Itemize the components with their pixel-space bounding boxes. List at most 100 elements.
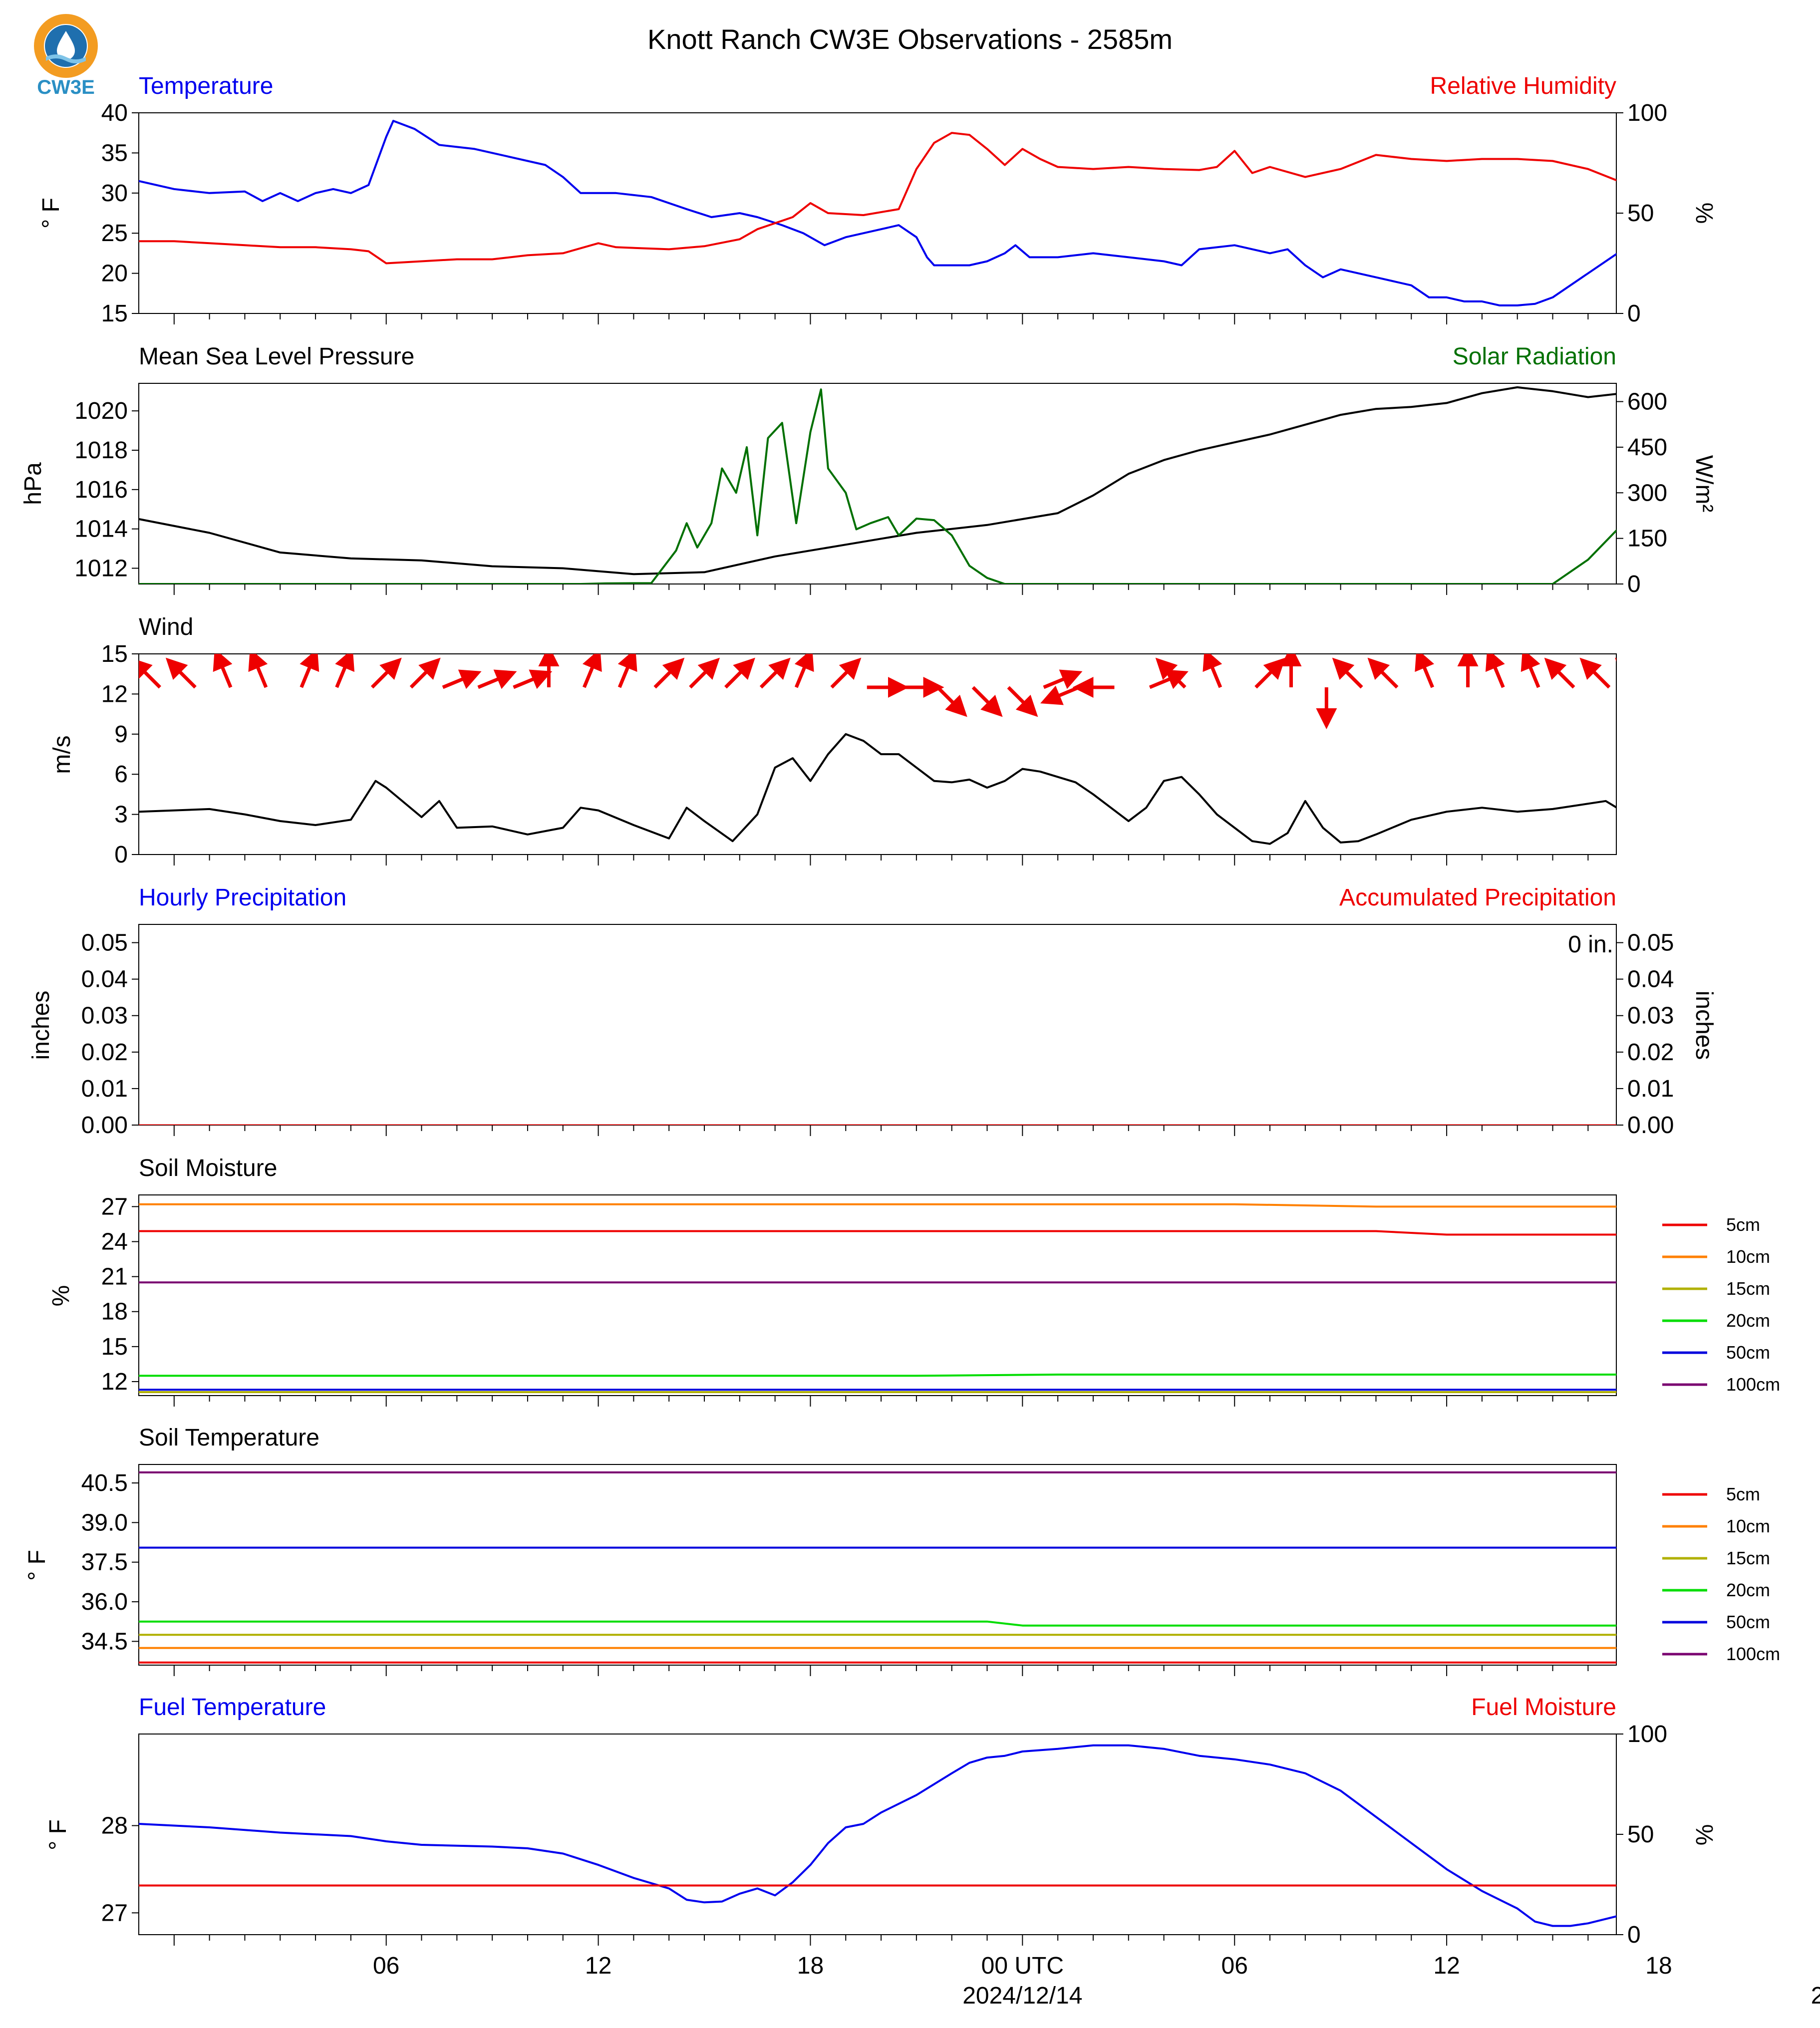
fuel-temp-y-unit: ° F <box>45 1819 71 1850</box>
wind-arrow <box>936 686 967 717</box>
wind-arrow <box>1043 669 1083 689</box>
panel-soil_temp: 34.5 36.0 37.5 39.0 40.5 5cm 10cm 15cm 20cm 50cm 1… <box>81 1464 1780 1676</box>
wind-arrow <box>759 657 791 689</box>
wind-arrow <box>477 669 517 689</box>
series-group <box>139 654 1786 845</box>
y-tick-label: 9 <box>114 721 128 748</box>
plot-frame <box>138 1194 1617 1396</box>
series-line-fuel-temperature <box>139 1744 1616 1927</box>
legend-label: 10cm <box>1726 1246 1770 1267</box>
water-drop-icon <box>57 31 75 60</box>
panel-temp_rh: 15 20 25 30 35 40 0 50 100 <box>101 100 1667 327</box>
y-tick-label: 18 <box>101 1299 128 1325</box>
temp-y-unit: ° F <box>38 198 64 229</box>
y2-tick-label: 150 <box>1627 526 1667 552</box>
y-tick-label: 25 <box>101 220 128 247</box>
y-tick-label: 20 <box>101 261 128 287</box>
y2-tick-label: 0.00 <box>1627 1112 1674 1139</box>
wind-arrow <box>1332 657 1363 689</box>
y2-tick-label: 0.05 <box>1627 930 1674 956</box>
legend-label: 20cm <box>1726 1310 1770 1331</box>
series-group <box>139 1744 1616 1927</box>
x-tick-label: 12 <box>585 1953 611 1979</box>
legend: 5cm 10cm 15cm 20cm 50cm 100cm <box>1662 1214 1780 1395</box>
soil-moisture-y-unit: % <box>48 1285 74 1307</box>
y-tick-label: 0.03 <box>81 1003 128 1029</box>
hourly-precip-title: Hourly Precipitation <box>139 884 346 911</box>
series-line-solar-radiation <box>139 388 1616 584</box>
plot-frame <box>138 1734 1617 1935</box>
wind-arrow <box>1367 657 1399 689</box>
y-tick-label: 24 <box>101 1228 128 1255</box>
wind-arrow <box>335 654 355 688</box>
wind-arrow <box>513 669 553 689</box>
series-group <box>139 1471 1616 1664</box>
y-tick-label: 27 <box>101 1900 128 1926</box>
y-tick-label: 21 <box>101 1264 128 1290</box>
y-tick-label: 1014 <box>74 516 128 543</box>
y2-tick-label: 0.02 <box>1627 1039 1674 1066</box>
y-tick-label: 0 <box>114 842 128 868</box>
y-tick-label: 12 <box>101 681 128 707</box>
pressure-y-unit: hPa <box>20 462 46 505</box>
legend-label: 5cm <box>1726 1214 1760 1235</box>
y2-tick-label: 100 <box>1627 100 1667 126</box>
legend-label: 20cm <box>1726 1580 1770 1600</box>
y-tick-label: 3 <box>114 802 128 828</box>
wind-arrow <box>830 657 862 689</box>
x-tick-label: 18 <box>797 1953 824 1979</box>
wind-arrow <box>1761 663 1786 687</box>
y-tick-label: 30 <box>101 180 128 207</box>
wind-arrow <box>1544 657 1575 689</box>
y2-tick-label: 600 <box>1627 389 1667 415</box>
y2-tick-label: 0 <box>1627 300 1641 327</box>
x-tick-label: 06 <box>373 1953 399 1979</box>
y-tick-label: 39.0 <box>81 1509 128 1536</box>
y-tick-label: 15 <box>101 641 128 667</box>
y-tick-label: 40 <box>101 100 128 126</box>
cw3e-logo: CW3E <box>34 14 98 98</box>
y-tick-label: 15 <box>101 1334 128 1360</box>
y-tick-label: 40.5 <box>81 1470 128 1496</box>
x-date-label: 2024/12/14 <box>962 1983 1082 2009</box>
wind-arrow <box>248 654 268 688</box>
fuel-moisture-title: Fuel Moisture <box>1471 1694 1616 1721</box>
y-tick-label: 0.04 <box>81 966 128 993</box>
accumulated-precip-title: Accumulated Precipitation <box>1339 884 1616 911</box>
wind-arrow <box>1726 687 1751 712</box>
legend-label: 100cm <box>1726 1644 1780 1664</box>
y2-tick-label: 0 <box>1627 1922 1641 1948</box>
panel-wind: 0 3 6 9 12 15 <box>101 641 1786 868</box>
series-line-20cm <box>139 1620 1616 1627</box>
y-tick-label: 12 <box>101 1369 128 1395</box>
wind-arrow <box>1691 687 1715 712</box>
plot-frame <box>138 924 1617 1126</box>
y-tick-label: 34.5 <box>81 1628 128 1655</box>
wave-icon <box>46 54 86 63</box>
y-tick-label: 36.0 <box>81 1589 128 1615</box>
legend-label: 10cm <box>1726 1516 1770 1536</box>
series-line-mean-sea-level-pressure <box>139 386 1616 576</box>
x-tick-label: 00 UTC <box>981 1953 1064 1979</box>
y2-tick-label: 0 <box>1627 571 1641 597</box>
y2-tick-label: 0.03 <box>1627 1003 1674 1029</box>
y-tick-label: 1020 <box>74 398 128 424</box>
wind-arrow <box>165 657 197 689</box>
series-group <box>139 386 1616 584</box>
y-tick-label: 35 <box>101 140 128 166</box>
y2-tick-label: 50 <box>1627 1821 1654 1848</box>
fuel-temperature-title: Fuel Temperature <box>139 1694 326 1721</box>
wind-arrow <box>1040 685 1080 705</box>
wind-title: Wind <box>139 614 193 640</box>
series-line-5cm <box>139 1230 1616 1236</box>
y2-tick-label: 300 <box>1627 480 1667 506</box>
plot-frame <box>138 383 1617 584</box>
x-tick-label: 06 <box>1221 1953 1248 1979</box>
soil-moisture-title: Soil Moisture <box>139 1155 277 1181</box>
panel-pressure_solar: 1012 1014 1016 1018 1020 0 150 300 450 600 <box>74 383 1667 597</box>
y-tick-label: 1012 <box>74 555 128 581</box>
wind-arrow <box>139 657 161 689</box>
fuel-moisture-y2-unit: % <box>1691 1824 1717 1846</box>
wind-arrow <box>689 657 720 689</box>
